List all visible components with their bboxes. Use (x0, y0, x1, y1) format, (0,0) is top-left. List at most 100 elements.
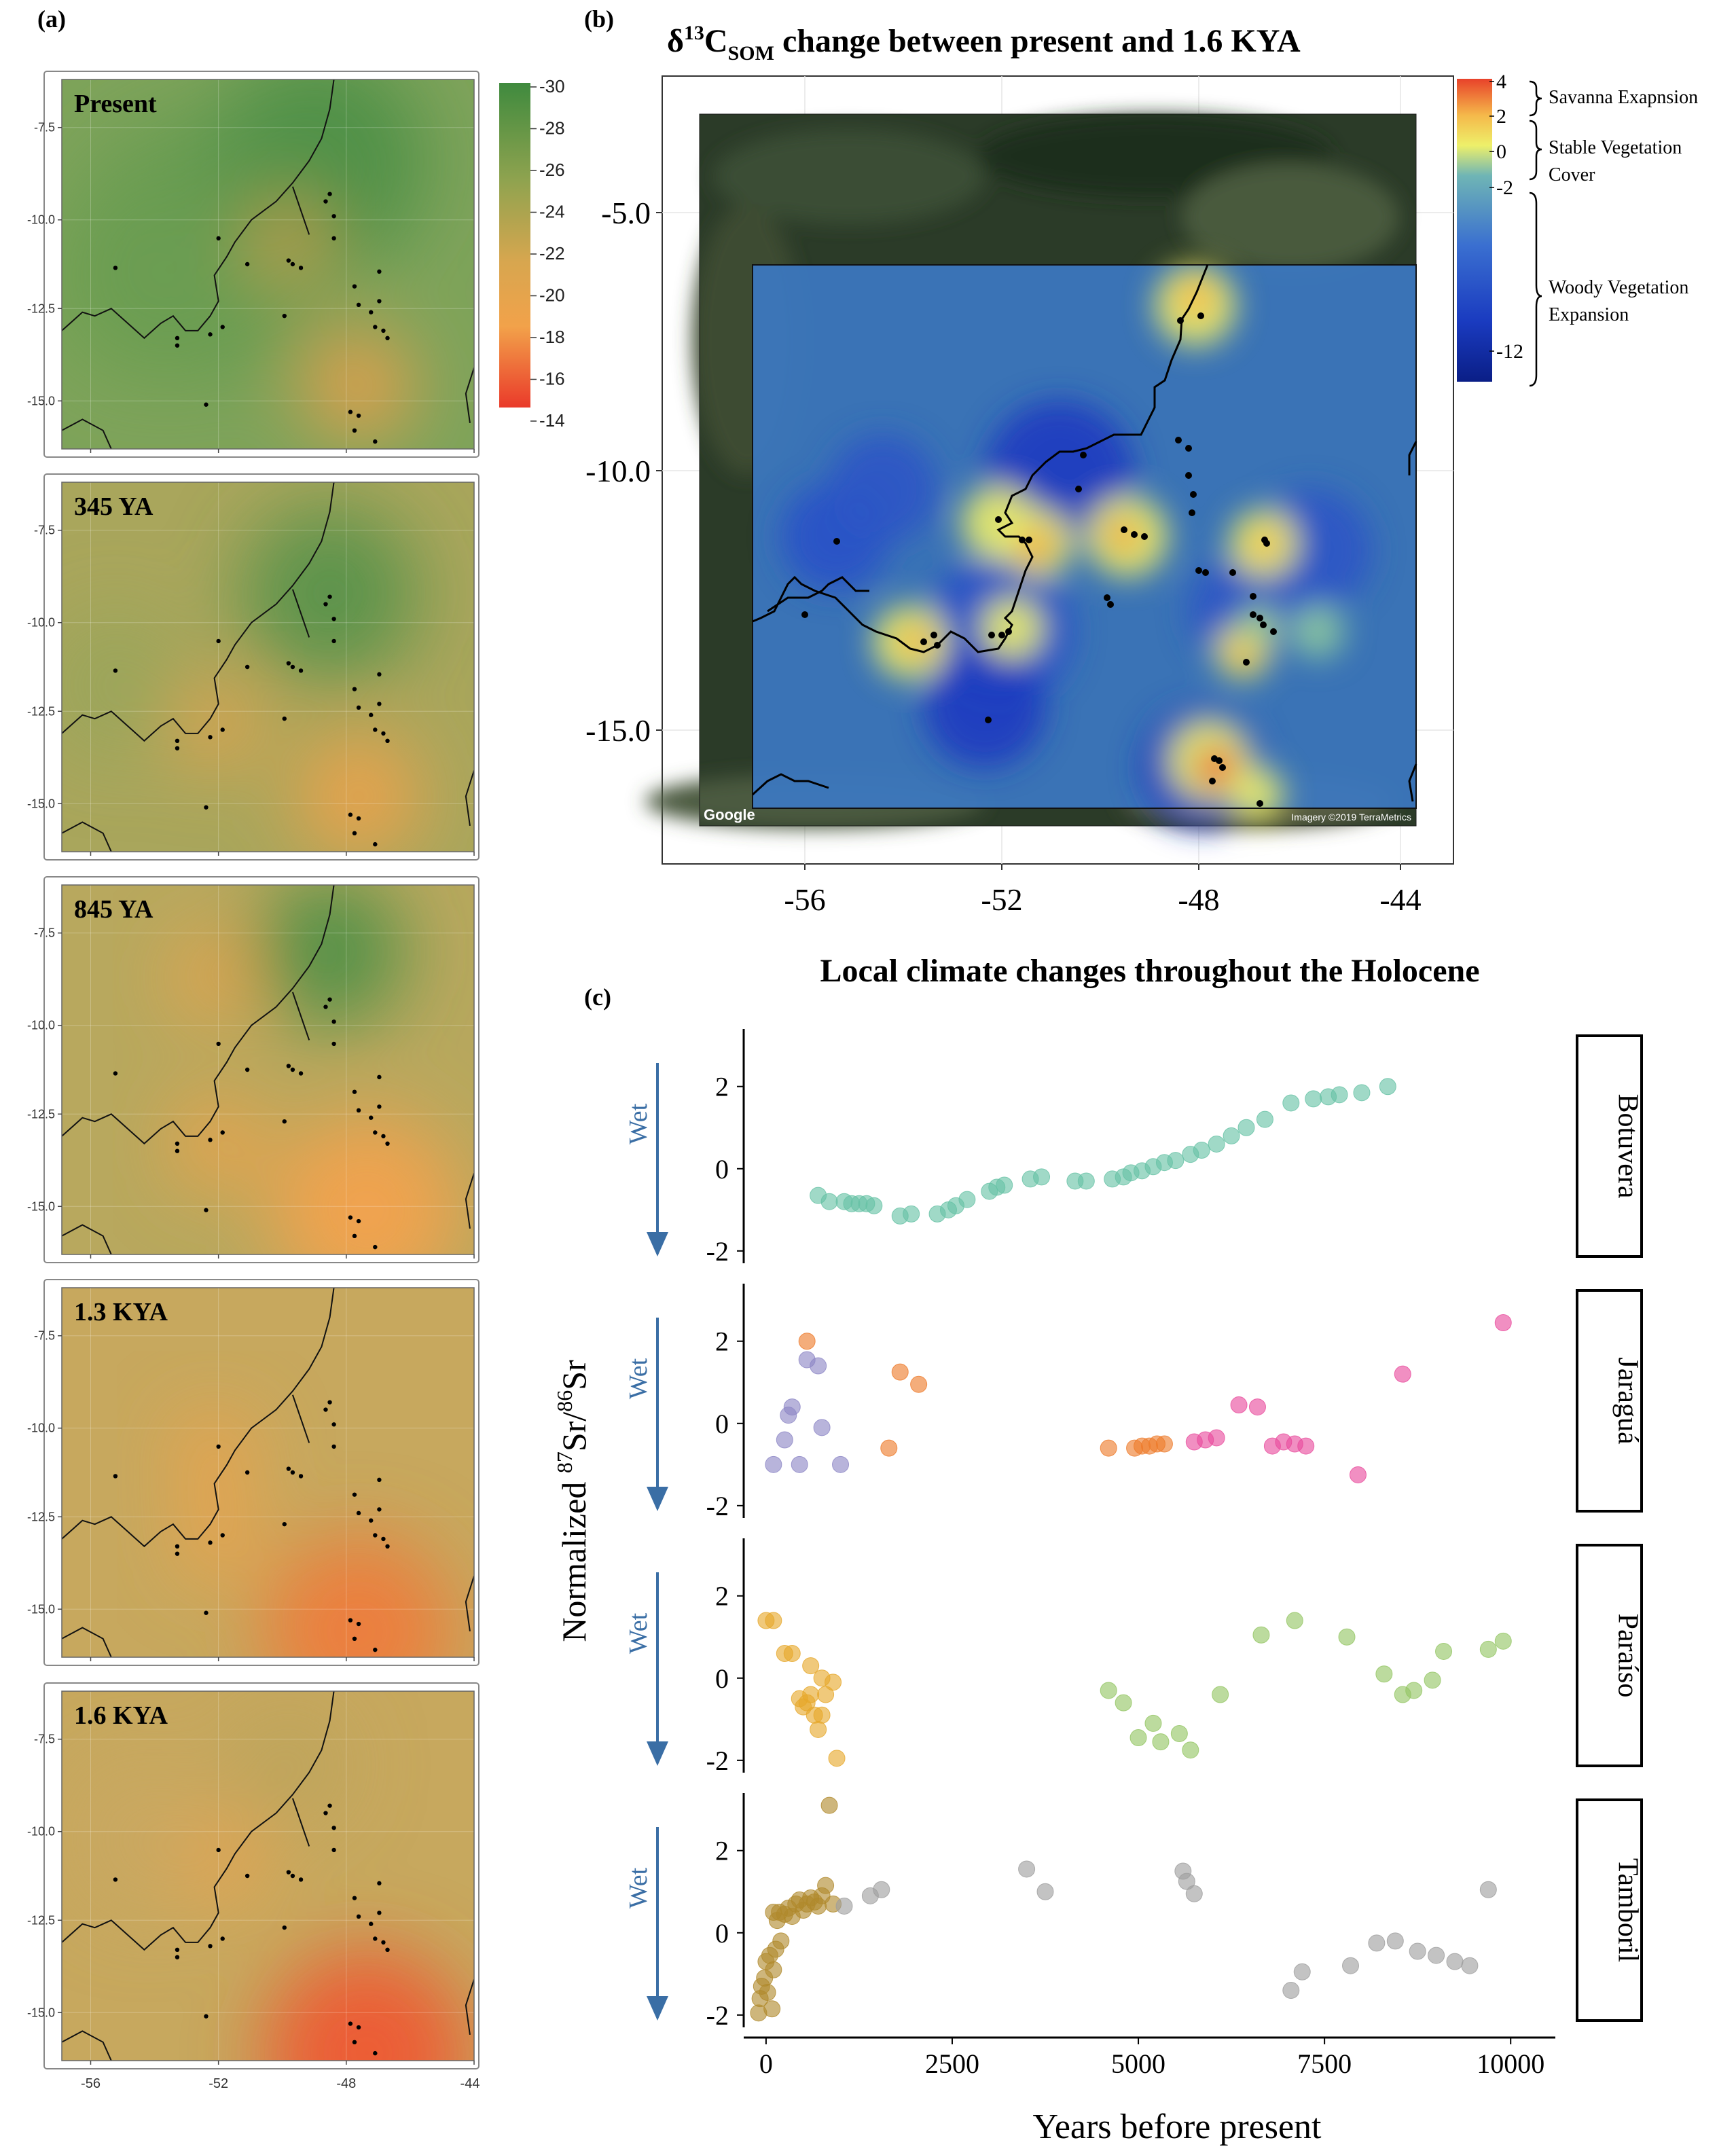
site-dot (331, 1422, 336, 1427)
site-dot (373, 1936, 378, 1941)
data-point (1230, 1396, 1248, 1414)
facet-y-tick: -2 (706, 2000, 729, 2031)
colorbar-a-tick: -24 (539, 202, 565, 222)
site-dot-b (1019, 537, 1026, 543)
river (291, 992, 310, 1041)
site-dot (331, 1826, 336, 1830)
site-dot (377, 299, 382, 304)
data-point (1494, 1314, 1512, 1331)
facet-y-tick: -2 (706, 1236, 729, 1267)
imagery-credit: Imagery ©2019 TerraMetrics (1291, 812, 1411, 822)
site-dot-b (1270, 628, 1277, 635)
data-point (1212, 1686, 1229, 1703)
site-dot (373, 1533, 378, 1538)
map-label: 845 YA (74, 895, 153, 924)
map-label: 1.3 KYA (74, 1298, 168, 1326)
data-point (1435, 1642, 1453, 1660)
site-dot (208, 735, 213, 740)
site-dot-b (1141, 533, 1148, 540)
data-point (1100, 1439, 1117, 1457)
map-label: Present (74, 90, 157, 118)
site-dot (369, 1115, 374, 1120)
site-dot (352, 2040, 357, 2044)
map-y-tick: -15.0 (27, 2006, 55, 2019)
data-point (1424, 1671, 1441, 1689)
site-dot (373, 842, 378, 847)
legend-stable-2: Cover (1549, 164, 1595, 185)
colorbar-b-tick: 0 (1496, 141, 1506, 163)
data-point (765, 1961, 782, 1978)
wet-label: Wet (624, 1358, 653, 1399)
data-point (1223, 1127, 1240, 1144)
site-dot (331, 236, 336, 241)
data-point (759, 1984, 776, 2002)
site-dot (373, 1130, 378, 1135)
site-dot (377, 1507, 382, 1512)
site-dot (385, 1947, 390, 1952)
site-dot (377, 1881, 382, 1886)
data-point (1100, 1682, 1117, 1699)
site-dot-b (1219, 764, 1226, 771)
data-point (891, 1363, 909, 1381)
data-point (765, 1455, 782, 1473)
panel-c-x-tick: 7500 (1297, 2048, 1352, 2079)
site-dot-b (1080, 452, 1087, 458)
facet-strip (1576, 1289, 1643, 1513)
panel-c-x-tick: 2500 (925, 2048, 979, 2079)
site-dot (175, 1141, 180, 1146)
map-panel: 345 YA -7.5 -10.0 -12.5 -15.0 (27, 473, 480, 861)
data-point (1479, 1881, 1497, 1898)
facet-strip-label: Jaraguá (1612, 1357, 1644, 1445)
site-dot-b (1185, 445, 1192, 452)
border-b (1408, 441, 1417, 475)
data-point (1331, 1086, 1348, 1104)
site-dot (323, 199, 328, 204)
site-dot-b (1131, 531, 1138, 538)
site-dot (385, 336, 390, 340)
site-dot (245, 1470, 250, 1475)
site-dot (175, 1955, 180, 1959)
site-dot (356, 1621, 361, 1627)
site-dot (245, 1873, 250, 1879)
site-dot (352, 687, 357, 691)
facet-strip-label: Paraíso (1612, 1614, 1644, 1698)
site-dot-b (1209, 778, 1216, 784)
site-dot (220, 325, 225, 329)
site-dot (377, 672, 382, 677)
site-dot (245, 261, 250, 267)
site-dot (369, 712, 374, 717)
site-dot (175, 1148, 180, 1153)
site-dot (381, 1940, 386, 1945)
site-dot (373, 2050, 378, 2056)
facet-y-tick: -2 (706, 1491, 729, 1521)
map-y-tick: -15.0 (27, 394, 55, 408)
map-panel: 1.6 KYA -7.5 -10.0 -12.5 -15.0 (27, 1682, 480, 2069)
panel-c-y-label: Normalized 87Sr/86Sr (552, 1360, 593, 1642)
site-dot (175, 746, 180, 750)
site-dot (204, 1208, 209, 1212)
data-point (802, 1686, 820, 1703)
colorbar-a: -30 -28 -26 -24 -22 -20 -18 -16 -14 (499, 76, 565, 431)
site-dot (377, 1911, 382, 1915)
site-dot-b (998, 632, 1005, 638)
panel-b-x-tick: -48 (1178, 882, 1219, 917)
data-point (810, 1720, 827, 1738)
panel-c-x-label: Years before present (1032, 2107, 1322, 2146)
map-y-tick: -7.5 (34, 926, 55, 940)
border (465, 1173, 474, 1229)
panel-label-b: (b) (584, 5, 614, 33)
data-point (1077, 1172, 1095, 1190)
panel-b: δ13CSOM change between present and 1.6 K… (585, 22, 1698, 917)
data-point (1282, 1982, 1300, 2000)
panel-b-y-tick: -5.0 (601, 196, 651, 230)
site-dot (348, 1215, 353, 1220)
map-x-tick: -48 (336, 2076, 356, 2091)
site-dot (356, 705, 361, 710)
site-dot (369, 310, 374, 314)
data-point (1349, 1466, 1367, 1483)
colorbar-a-gradient (499, 83, 530, 408)
site-dot (385, 738, 390, 744)
data-point (1342, 1957, 1360, 1974)
panel-b-x-tick: -44 (1379, 882, 1421, 917)
data-point (763, 2000, 781, 2018)
